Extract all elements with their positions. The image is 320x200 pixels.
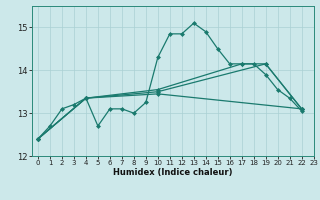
X-axis label: Humidex (Indice chaleur): Humidex (Indice chaleur) [113,168,233,177]
